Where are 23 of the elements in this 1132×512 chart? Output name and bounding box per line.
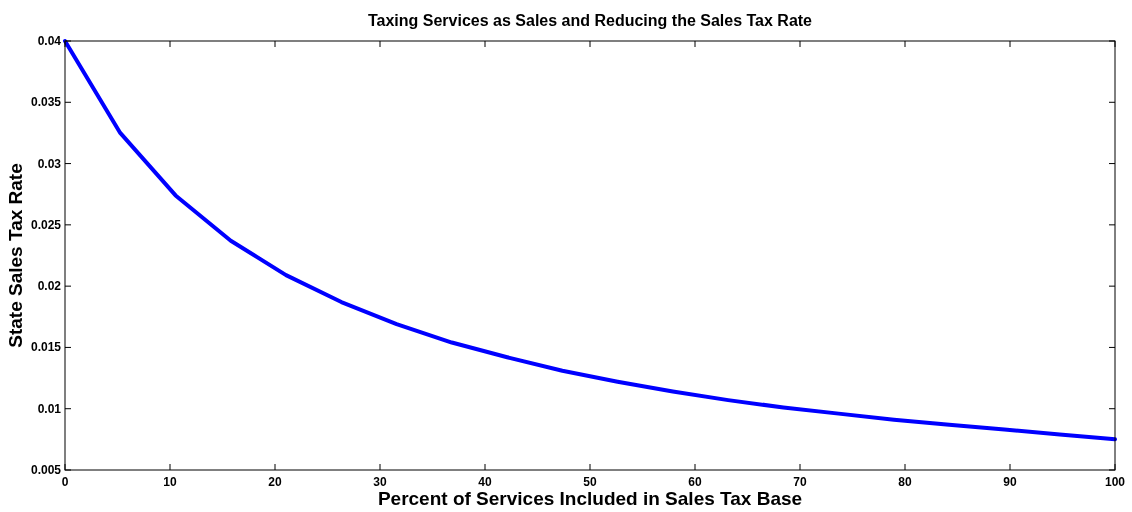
- chart-title: Taxing Services as Sales and Reducing the Sales Tax Rate: [367, 12, 813, 29]
- y-tick-label: 0.03: [37, 156, 62, 171]
- x-tick-label: 80: [898, 475, 912, 489]
- x-tick-label: 50: [583, 475, 597, 489]
- x-tick-label: 10: [163, 475, 177, 489]
- y-tick-label: 0.04: [37, 34, 62, 48]
- x-tick-label: 30: [373, 475, 387, 489]
- line-series: [63, 39, 1117, 442]
- x-tick-label: 40: [478, 475, 492, 489]
- y-tick-label: 0.035: [30, 95, 62, 110]
- x-axis-title: Percent of Services Included in Sales Tax Base: [377, 488, 803, 509]
- x-tick-label: 0: [61, 475, 69, 489]
- x-tick-label: 60: [688, 475, 702, 489]
- x-tick-label: 20: [268, 475, 282, 489]
- x-tick-label: 70: [793, 475, 807, 489]
- y-tick-label: 0.02: [37, 279, 62, 294]
- y-axis-title: State Sales Tax Rate: [5, 163, 26, 348]
- x-tick-label: 100: [1104, 475, 1126, 489]
- y-tick-label: 0.025: [30, 217, 62, 232]
- y-tick-label: 0.005: [30, 463, 62, 477]
- y-tick-label: 0.015: [30, 340, 62, 355]
- y-tick-label: 0.01: [37, 401, 62, 416]
- x-tick-label: 90: [1003, 475, 1017, 489]
